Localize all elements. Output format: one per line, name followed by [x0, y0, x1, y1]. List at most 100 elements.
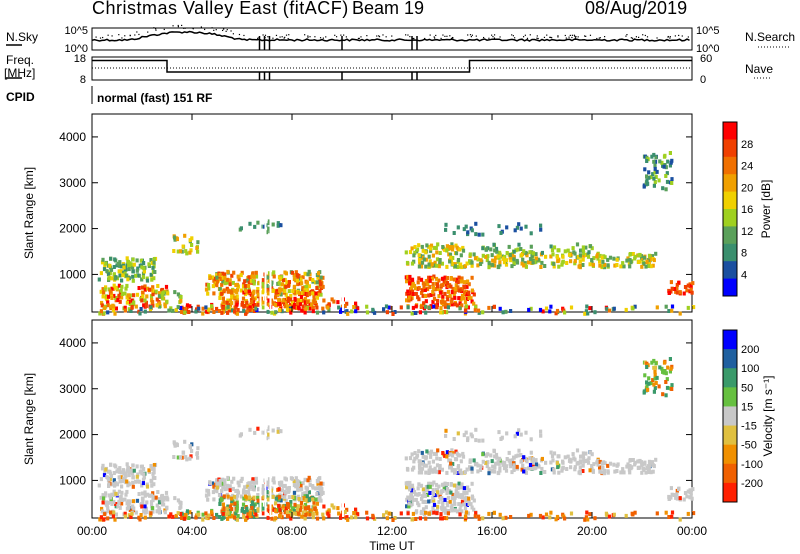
power-cell: [151, 303, 155, 308]
velocity-cell: [450, 508, 454, 513]
power-cell: [643, 167, 647, 172]
velocity-cell: [407, 499, 411, 504]
velocity-cell: [117, 499, 121, 504]
velocity-cell: [267, 484, 271, 489]
velocity-cell: [429, 454, 433, 459]
power-cell: [106, 310, 110, 315]
velocity-cell: [421, 499, 425, 504]
power-cell: [262, 289, 266, 294]
velocity-cell: [118, 466, 122, 471]
velocity-cell: [465, 498, 469, 503]
nsearch-point: [382, 34, 384, 36]
velocity-cell: [261, 511, 265, 516]
power-cell: [250, 274, 254, 279]
power-cell: [240, 300, 245, 305]
power-cell: [667, 291, 671, 295]
velocity-cell: [456, 471, 460, 475]
velocity-cell: [207, 513, 211, 518]
velocity-cell: [303, 502, 308, 507]
power-cell: [120, 292, 125, 296]
velocity-cell: [576, 460, 580, 465]
power-cell: [98, 311, 102, 316]
power-cell: [140, 285, 145, 290]
velocity-cell: [194, 515, 198, 520]
velocity-cell: [99, 495, 103, 500]
nsearch-point: [626, 34, 628, 36]
power-cell: [417, 257, 422, 262]
velocity-colorbar-segment: [723, 368, 737, 388]
power-cell: [432, 292, 436, 297]
power-cell: [421, 293, 425, 298]
velocity-cell: [211, 490, 215, 495]
power-colorbar-tick: 20: [741, 182, 753, 194]
velocity-cell: [319, 481, 323, 486]
velocity-cell: [455, 509, 460, 514]
velocity-cell: [119, 494, 123, 499]
velocity-cell: [670, 383, 674, 388]
velocity-cell: [424, 485, 428, 489]
velocity-cell: [112, 478, 116, 483]
power-cell: [119, 264, 123, 269]
power-cell: [590, 246, 594, 251]
velocity-cell: [426, 492, 430, 497]
power-cell: [352, 305, 356, 309]
power-cell: [277, 297, 281, 302]
velocity-cell: [322, 504, 326, 509]
velocity-colorbar-label: Velocity [m s⁻¹]: [761, 375, 775, 456]
power-cell: [466, 305, 470, 310]
power-colorbar-segment: [723, 209, 737, 227]
power-cell: [406, 305, 410, 310]
power-cell: [470, 288, 474, 293]
velocity-cell: [150, 483, 154, 488]
power-cell: [434, 276, 439, 281]
velocity-cell: [315, 492, 319, 496]
velocity-cell: [445, 487, 450, 491]
velocity-cell: [615, 469, 619, 473]
power-cell: [454, 243, 458, 248]
velocity-cell: [433, 493, 437, 498]
velocity-cell: [410, 495, 415, 500]
velocity-cell: [653, 369, 657, 374]
power-cell: [153, 270, 157, 274]
velocity-cell: [149, 464, 153, 468]
velocity-cell: [292, 511, 296, 516]
velocity-cell: [206, 489, 211, 493]
power-cell: [431, 281, 435, 286]
power-cell: [646, 181, 650, 186]
power-cell: [303, 271, 307, 276]
velocity-cell: [113, 463, 117, 468]
power-cell: [458, 247, 462, 252]
velocity-cell: [501, 462, 505, 467]
velocity-cell: [239, 494, 244, 499]
nsearch-point: [444, 35, 446, 37]
velocity-cell: [514, 454, 518, 459]
power-cell: [649, 175, 653, 180]
velocity-cell: [303, 506, 308, 511]
power-cell: [467, 290, 471, 295]
nsearch-point: [550, 36, 552, 39]
nsearch-point: [435, 34, 437, 37]
velocity-cell: [515, 431, 519, 436]
power-cell: [504, 309, 508, 314]
power-cell: [473, 256, 478, 261]
power-cell: [433, 287, 437, 292]
velocity-cell: [131, 471, 135, 476]
power-cell: [318, 289, 322, 294]
power-cell: [276, 221, 280, 226]
power-cell: [449, 255, 453, 260]
power-cell: [498, 262, 502, 267]
velocity-cell: [495, 455, 499, 460]
velocity-cell: [539, 433, 543, 438]
velocity-cell: [498, 468, 502, 473]
velocity-cell: [649, 470, 653, 475]
velocity-cell: [208, 481, 212, 486]
velocity-cell: [226, 510, 230, 515]
velocity-cell: [146, 492, 150, 497]
velocity-cell: [578, 465, 582, 470]
velocity-cell: [529, 450, 533, 455]
power-cell: [247, 289, 251, 294]
power-cell: [382, 307, 386, 312]
power-cell: [505, 251, 509, 255]
power-cell: [155, 303, 159, 308]
velocity-cell: [97, 483, 101, 488]
